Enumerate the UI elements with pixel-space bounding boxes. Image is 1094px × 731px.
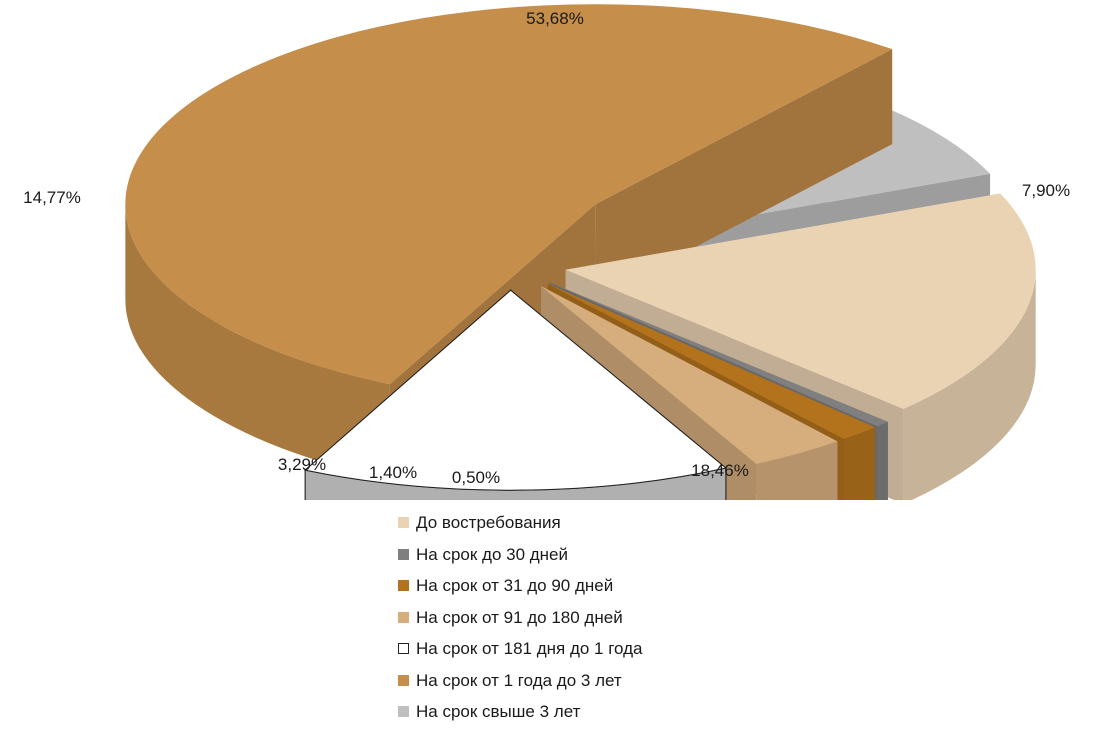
slice-top <box>304 289 727 491</box>
legend-item-31-to-90-days: На срок от 31 до 90 дней <box>398 570 643 602</box>
legend-label: На срок до 30 дней <box>416 544 569 564</box>
data-label: 18,46% <box>691 461 749 480</box>
legend: До востребования На срок до 30 дней На с… <box>398 507 643 728</box>
slice-outer-wall <box>844 427 875 500</box>
slice-top <box>550 282 888 427</box>
legend-label: На срок от 91 до 180 дней <box>416 607 623 627</box>
data-label: 3,29% <box>278 455 326 474</box>
legend-swatch <box>398 674 409 686</box>
slice-outer-wall <box>756 441 838 500</box>
pie-slice <box>304 289 727 500</box>
pie-slice <box>541 286 838 500</box>
legend-label: На срок от 181 дня до 1 года <box>416 639 643 659</box>
slice-top <box>547 283 875 440</box>
legend-swatch <box>398 643 409 655</box>
data-label: 1,40% <box>369 463 417 482</box>
slice-side-wall <box>541 286 757 500</box>
legend-swatch <box>398 517 409 529</box>
slice-outer-wall <box>125 204 390 480</box>
slice-top <box>541 286 838 464</box>
legend-swatch <box>398 611 409 623</box>
legend-label: На срок свыше 3 лет <box>416 702 581 722</box>
legend-item-91-to-180-days: На срок от 91 до 180 дней <box>398 602 643 634</box>
legend-item-1-to-3-years: На срок от 1 года до 3 лет <box>398 665 643 697</box>
slice-top <box>565 193 1036 409</box>
slice-top <box>125 4 893 385</box>
legend-label: На срок от 31 до 90 дней <box>416 576 614 596</box>
legend-item-over-3-years: На срок свыше 3 лет <box>398 696 643 728</box>
pie-chart: 18,46% 0,50% 1,40% 3,29% 14,77% 53,68% 7,90% <box>23 4 1070 500</box>
legend-swatch <box>398 548 409 560</box>
slice-side-wall <box>595 49 893 300</box>
legend-item-up-to-30-days: На срок до 30 дней <box>398 539 643 571</box>
slice-outer-wall <box>903 269 1036 500</box>
data-label: 7,90% <box>1022 181 1070 200</box>
legend-swatch <box>398 580 409 592</box>
slice-outer-wall <box>877 421 888 500</box>
legend-swatch <box>398 706 409 718</box>
legend-label: На срок от 1 года до 3 лет <box>416 670 622 690</box>
data-label: 53,68% <box>526 9 584 28</box>
data-label: 0,50% <box>452 468 500 487</box>
legend-label: До востребования <box>416 513 561 533</box>
legend-item-on-demand: До востребования <box>398 507 643 539</box>
legend-item-181-days-to-1-year: На срок от 181 дня до 1 года <box>398 633 643 665</box>
data-label: 14,77% <box>23 188 81 207</box>
